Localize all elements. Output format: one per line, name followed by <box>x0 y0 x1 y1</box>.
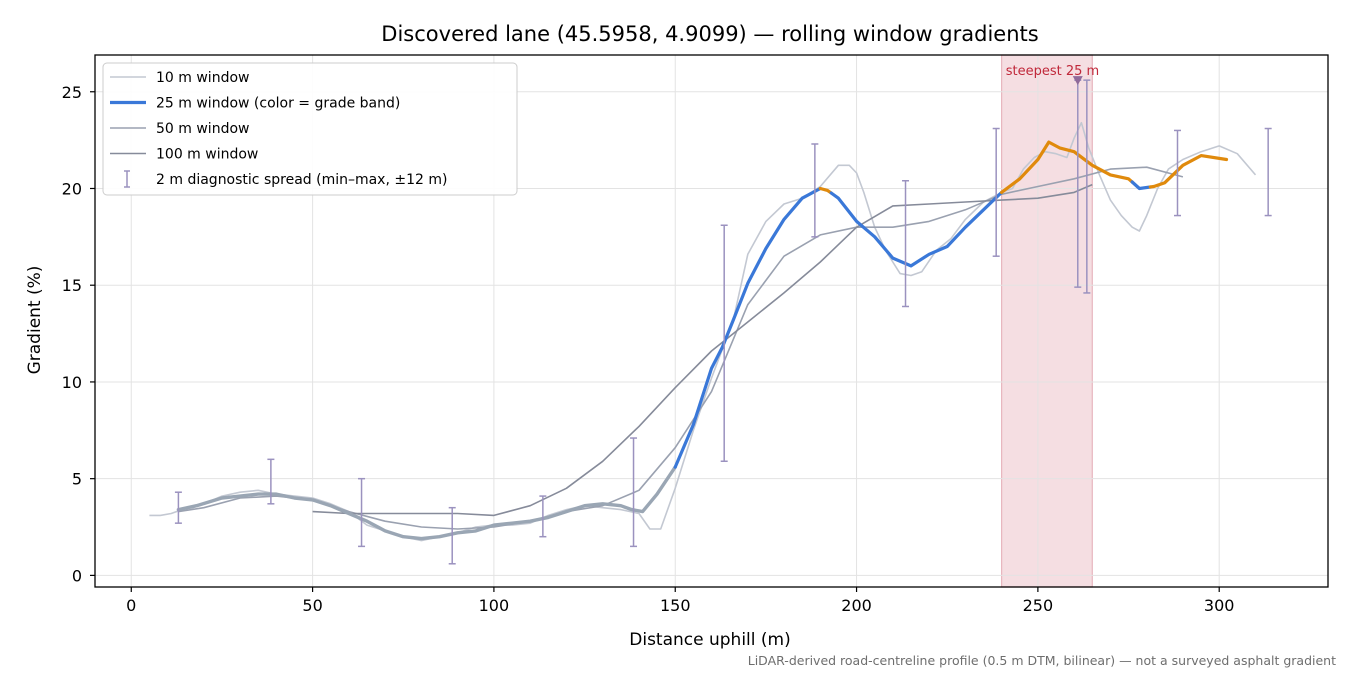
plot-frame <box>94 54 1329 588</box>
legend-box <box>102 62 518 196</box>
x-tick-label: 0 <box>126 596 136 615</box>
errorbar <box>902 179 910 308</box>
y-axis-label: Gradient (%) <box>25 266 45 375</box>
errorbar <box>630 437 638 548</box>
y-tick-label: 0 <box>72 566 82 585</box>
series-100m-window <box>312 183 1093 517</box>
legend-errorbar-label: 2 m diagnostic spread (min–max, ±12 m) <box>156 172 447 188</box>
x-tick-label: 250 <box>1023 596 1054 615</box>
series-25m-window-orange <box>1148 154 1229 189</box>
series-25m-window-orange <box>999 140 1134 194</box>
errorbar <box>992 127 1000 257</box>
errorbar <box>448 506 456 565</box>
series-25m-window-blue <box>1130 180 1152 191</box>
errorbar <box>358 477 366 548</box>
y-tick-label: 20 <box>62 179 82 198</box>
x-axis-label: Distance uphill (m) <box>629 630 790 650</box>
errorbar <box>1083 79 1091 294</box>
y-tick-label: 10 <box>62 373 82 392</box>
errorbar <box>539 495 547 538</box>
x-tick-label: 50 <box>302 596 322 615</box>
errorbar <box>174 491 182 524</box>
y-tick-label: 15 <box>62 276 82 295</box>
legend-25m-label: 25 m window (color = grade band) <box>156 96 400 112</box>
steepest-label: steepest 25 m <box>1006 64 1099 79</box>
x-tick-label: 300 <box>1204 596 1235 615</box>
errorbar <box>811 143 819 238</box>
x-tick-label: 100 <box>479 596 510 615</box>
errorbar <box>267 458 275 505</box>
steepest-band <box>1001 54 1093 588</box>
y-tick-label: 5 <box>72 470 82 489</box>
legend-100m-label: 100 m window <box>156 147 258 163</box>
legend-50m-label: 50 m window <box>156 121 249 137</box>
series-25m-window-blue <box>673 186 822 469</box>
errorbar <box>1264 127 1272 217</box>
legend-10m-label: 10 m window <box>156 70 249 86</box>
errorbar <box>720 224 728 463</box>
footnote: LiDAR-derived road-centreline profile (0… <box>748 653 1336 668</box>
y-tick-label: 25 <box>62 83 82 102</box>
x-tick-label: 200 <box>841 596 872 615</box>
chart-title: Discovered lane (45.5958, 4.9099) — roll… <box>381 22 1038 46</box>
errorbar <box>1174 129 1182 217</box>
steepest-marker <box>1072 76 1083 86</box>
x-tick-label: 150 <box>660 596 691 615</box>
series-25m-window-blue <box>829 190 1004 268</box>
